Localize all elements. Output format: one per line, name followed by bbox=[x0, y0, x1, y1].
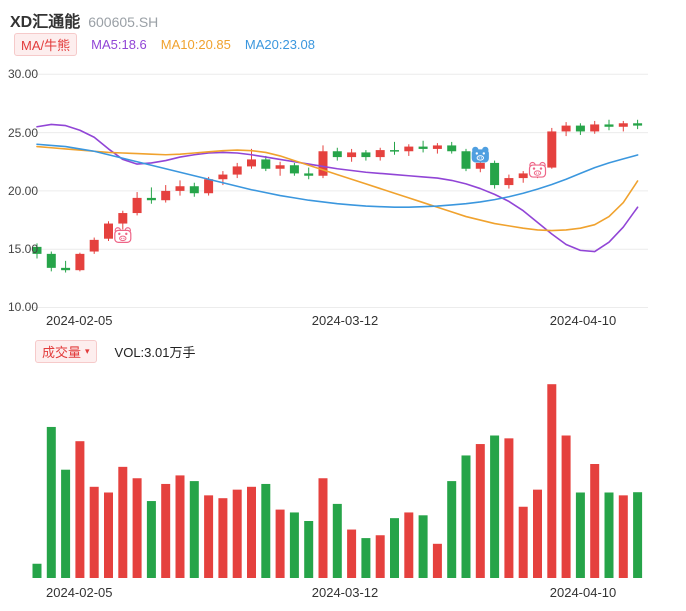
x-axis-label: 2024-02-05 bbox=[46, 585, 113, 600]
chevron-down-icon: ▾ bbox=[85, 346, 90, 356]
x-axis-label: 2024-04-10 bbox=[549, 585, 617, 600]
ma-lines bbox=[36, 123, 639, 253]
ma10-legend: MA10:20.85 bbox=[160, 37, 231, 52]
grid-lines bbox=[28, 73, 648, 308]
x-axis-label: 2024-02-05 bbox=[46, 313, 113, 328]
ma-line-MA10 bbox=[36, 145, 639, 232]
volume-header: 成交量 ▾ VOL:3.01万手 bbox=[35, 340, 195, 363]
ma5-legend: MA5:18.6 bbox=[91, 37, 147, 52]
ma20-legend: MA20:23.08 bbox=[244, 37, 315, 52]
stock-symbol: 600605.SH bbox=[88, 14, 159, 30]
bull-marker-icon bbox=[114, 227, 132, 243]
y-axis-label: 30.00 bbox=[8, 67, 39, 81]
y-axis-label: 15.00 bbox=[8, 242, 39, 256]
y-axis-label: 10.00 bbox=[8, 300, 39, 314]
indicator-badge[interactable]: MA/牛熊 bbox=[14, 33, 78, 56]
volume-value-text: VOL:3.01万手 bbox=[114, 345, 196, 360]
header: XD汇通能 600605.SH bbox=[10, 8, 158, 32]
bull-marker-icon bbox=[528, 161, 547, 178]
stock-title: XD汇通能 bbox=[10, 14, 81, 31]
chart-markers bbox=[114, 146, 547, 243]
bear-marker-icon bbox=[471, 146, 489, 163]
volume-badge-label: 成交量 bbox=[42, 345, 82, 360]
y-axis-label: 20.00 bbox=[8, 184, 39, 198]
ma-line-MA20 bbox=[36, 143, 639, 209]
x-axis-label: 2024-04-10 bbox=[549, 313, 617, 328]
volume-bars bbox=[32, 384, 643, 578]
candles bbox=[32, 119, 643, 273]
ma-line-MA5 bbox=[36, 123, 639, 253]
x-axis-label: 2024-03-12 bbox=[311, 585, 379, 600]
y-axis-label: 25.00 bbox=[8, 126, 39, 140]
x-axis-label: 2024-03-12 bbox=[311, 313, 379, 328]
volume-indicator-selector[interactable]: 成交量 ▾ bbox=[35, 340, 97, 363]
legend-row: MA/牛熊 MA5:18.6 MA10:20.85 MA20:23.08 bbox=[14, 33, 315, 56]
